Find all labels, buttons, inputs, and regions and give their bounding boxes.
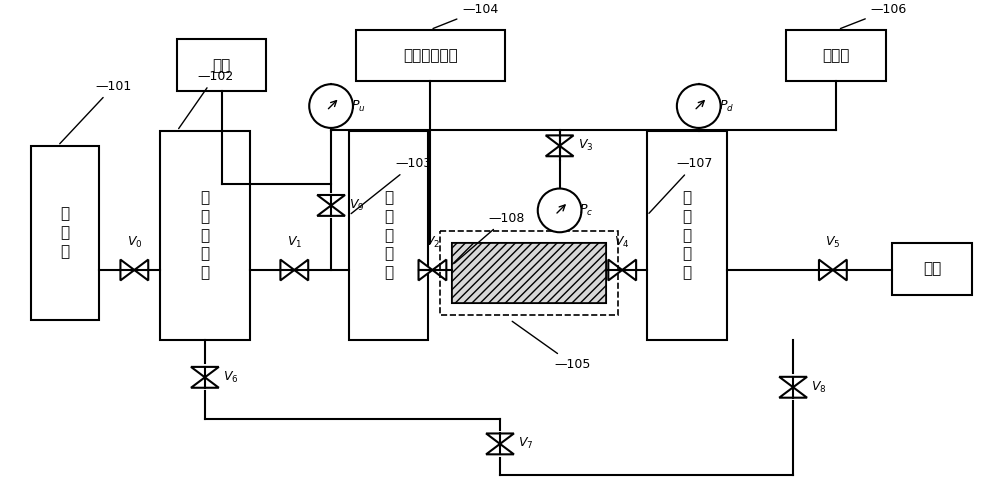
Text: —105: —105 <box>512 321 591 371</box>
Polygon shape <box>486 444 514 454</box>
Text: —101: —101 <box>60 80 132 144</box>
Polygon shape <box>134 260 148 280</box>
Text: 温度控制系统: 温度控制系统 <box>403 48 458 63</box>
Bar <box>786 29 886 81</box>
Bar <box>349 131 428 340</box>
Text: 平流泵: 平流泵 <box>822 48 850 63</box>
Text: $V_5$: $V_5$ <box>825 235 841 250</box>
Bar <box>647 131 727 340</box>
Text: $V_4$: $V_4$ <box>614 235 630 250</box>
Text: $P_{d}$: $P_{d}$ <box>719 98 734 114</box>
Circle shape <box>677 84 721 128</box>
Polygon shape <box>191 377 219 388</box>
Text: 脉
冲
发
生
器: 脉 冲 发 生 器 <box>200 191 209 280</box>
Polygon shape <box>486 434 514 444</box>
Text: $P_{u}$: $P_{u}$ <box>351 98 366 114</box>
Text: —104: —104 <box>433 3 498 28</box>
Polygon shape <box>546 135 574 146</box>
Text: 上
游
气
体
仓: 上 游 气 体 仓 <box>384 191 393 280</box>
Bar <box>177 40 266 91</box>
Text: —102: —102 <box>179 70 233 128</box>
Text: $V_2$: $V_2$ <box>425 235 440 250</box>
Polygon shape <box>779 377 807 387</box>
Polygon shape <box>622 260 636 280</box>
Text: $V_0$: $V_0$ <box>127 235 142 250</box>
Circle shape <box>538 189 581 232</box>
Bar <box>440 231 618 315</box>
Polygon shape <box>779 387 807 398</box>
Text: $V_3$: $V_3$ <box>578 138 593 153</box>
Text: —106: —106 <box>840 3 907 28</box>
Polygon shape <box>191 367 219 377</box>
Polygon shape <box>608 260 622 280</box>
Bar <box>452 243 606 303</box>
Circle shape <box>309 84 353 128</box>
Bar <box>452 243 606 303</box>
Text: $V_8$: $V_8$ <box>811 380 827 395</box>
Text: —103: —103 <box>351 157 432 214</box>
Text: $P_{c}$: $P_{c}$ <box>579 203 594 218</box>
Text: 氦
气
罐: 氦 气 罐 <box>60 207 69 259</box>
Text: 出口: 出口 <box>213 58 231 73</box>
Bar <box>31 146 99 319</box>
Polygon shape <box>280 260 294 280</box>
Polygon shape <box>833 260 847 280</box>
Text: $V_9$: $V_9$ <box>349 198 364 213</box>
Text: $V_7$: $V_7$ <box>518 437 533 451</box>
Text: $V_1$: $V_1$ <box>287 235 302 250</box>
Text: —107: —107 <box>649 157 713 213</box>
Polygon shape <box>419 260 432 280</box>
Bar <box>160 131 250 340</box>
Polygon shape <box>120 260 134 280</box>
Polygon shape <box>317 205 345 216</box>
Polygon shape <box>819 260 833 280</box>
Text: —108: —108 <box>454 212 524 263</box>
Polygon shape <box>546 146 574 156</box>
Polygon shape <box>294 260 308 280</box>
Text: 出口: 出口 <box>923 262 941 276</box>
Polygon shape <box>432 260 446 280</box>
Polygon shape <box>317 195 345 205</box>
Bar <box>892 243 972 295</box>
Text: $V_6$: $V_6$ <box>223 370 238 385</box>
Text: 下
游
气
体
仓: 下 游 气 体 仓 <box>682 191 691 280</box>
Bar <box>356 29 505 81</box>
